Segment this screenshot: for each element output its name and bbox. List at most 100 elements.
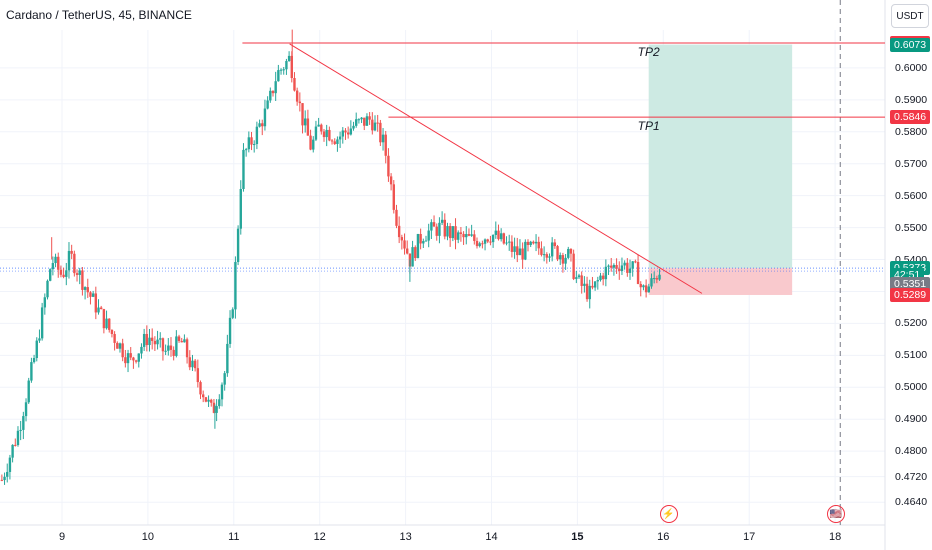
candle-body	[387, 155, 390, 177]
candle-body	[534, 241, 538, 244]
candle-body	[312, 139, 315, 150]
candle-body	[14, 444, 17, 446]
candle-body	[529, 241, 532, 245]
price-tick-label: 0.4720	[895, 470, 928, 483]
price-tick-label: 0.4640	[895, 496, 928, 509]
candle-body	[416, 233, 420, 259]
candle-body	[22, 416, 25, 430]
candle-body	[75, 273, 79, 275]
candle-body	[301, 103, 304, 126]
lightning-icon[interactable]: ⚡	[659, 505, 678, 523]
candle-body	[62, 274, 65, 277]
candle-body	[196, 368, 200, 383]
candle-body	[126, 353, 130, 364]
candle-body	[110, 329, 114, 334]
tp1-label: TP1	[637, 118, 660, 133]
candle-body	[304, 118, 307, 126]
candle-body	[397, 225, 401, 238]
candle-body	[67, 250, 71, 271]
candle-body	[435, 226, 438, 236]
candle-body	[73, 253, 76, 274]
candle-body	[623, 262, 626, 266]
candle-body	[494, 230, 497, 235]
time-tick-label: 9	[58, 531, 66, 543]
candle-body	[642, 285, 645, 288]
candle-body	[285, 60, 288, 70]
candle-body	[258, 123, 261, 127]
candle-body	[601, 275, 605, 280]
candle-body	[430, 222, 433, 231]
candle-body	[295, 90, 299, 102]
candle-body	[406, 248, 409, 254]
candle-body	[341, 130, 344, 137]
time-tick-label: 13	[399, 531, 412, 543]
candle-body	[432, 222, 436, 227]
candle-body	[234, 262, 237, 310]
candle-body	[352, 125, 355, 129]
time-tick-label: 16	[657, 531, 670, 543]
candle-body	[118, 343, 122, 349]
candle-body	[236, 228, 240, 263]
candle-body	[336, 139, 339, 144]
candle-body	[451, 226, 455, 239]
candle-body	[269, 90, 272, 101]
candle-body	[193, 360, 197, 369]
candle-body	[443, 219, 446, 237]
candle-body	[271, 90, 275, 94]
candle-body	[121, 343, 124, 358]
candle-body	[462, 233, 465, 238]
candle-body	[330, 140, 334, 142]
candle-body	[32, 358, 36, 363]
price-tick-label: 0.5100	[895, 349, 928, 362]
price-tick-label: 0.5800	[895, 125, 928, 138]
candle-body	[526, 241, 530, 245]
candle-body	[588, 285, 591, 300]
candle-body	[363, 117, 366, 126]
candle-body	[148, 337, 151, 346]
candle-body	[142, 333, 146, 347]
candle-body	[647, 286, 651, 293]
candle-body	[48, 269, 52, 281]
candle-body	[360, 117, 363, 120]
candle-body	[94, 293, 98, 313]
candle-body	[658, 274, 661, 280]
candle-body	[6, 471, 9, 477]
candle-body	[384, 134, 387, 156]
candle-body	[414, 247, 417, 259]
candle-body	[223, 373, 226, 385]
candle-body	[346, 132, 350, 135]
candle-body	[486, 239, 489, 242]
candle-body	[153, 340, 157, 345]
candle-body	[411, 247, 414, 267]
candle-body	[599, 275, 602, 281]
candle-body	[250, 137, 253, 145]
candle-body	[78, 270, 81, 275]
descending-trendline	[289, 43, 703, 294]
candle-body	[282, 69, 285, 71]
candle-body	[467, 234, 471, 236]
candle-body	[516, 246, 519, 256]
candle-body	[593, 281, 597, 288]
candle-body	[620, 265, 624, 271]
candle-body	[212, 402, 216, 413]
candle-body	[266, 100, 269, 109]
candle-body	[161, 338, 165, 352]
currency-button[interactable]: USDT	[891, 4, 929, 28]
candle-body	[188, 357, 191, 368]
price-tick-label: 0.5700	[895, 157, 928, 170]
candle-body	[328, 129, 331, 141]
candle-body	[244, 149, 248, 151]
candle-body	[454, 226, 457, 240]
candle-body	[24, 402, 28, 417]
candle-body	[381, 134, 385, 143]
candle-body	[395, 209, 398, 226]
us-flag-icon[interactable]: 🇺🇸	[827, 505, 846, 523]
candle-body	[478, 243, 481, 247]
candle-body	[322, 131, 326, 138]
candle-body	[51, 263, 55, 270]
candle-body	[580, 275, 583, 286]
candle-body	[521, 248, 524, 260]
candle-body	[57, 256, 60, 270]
